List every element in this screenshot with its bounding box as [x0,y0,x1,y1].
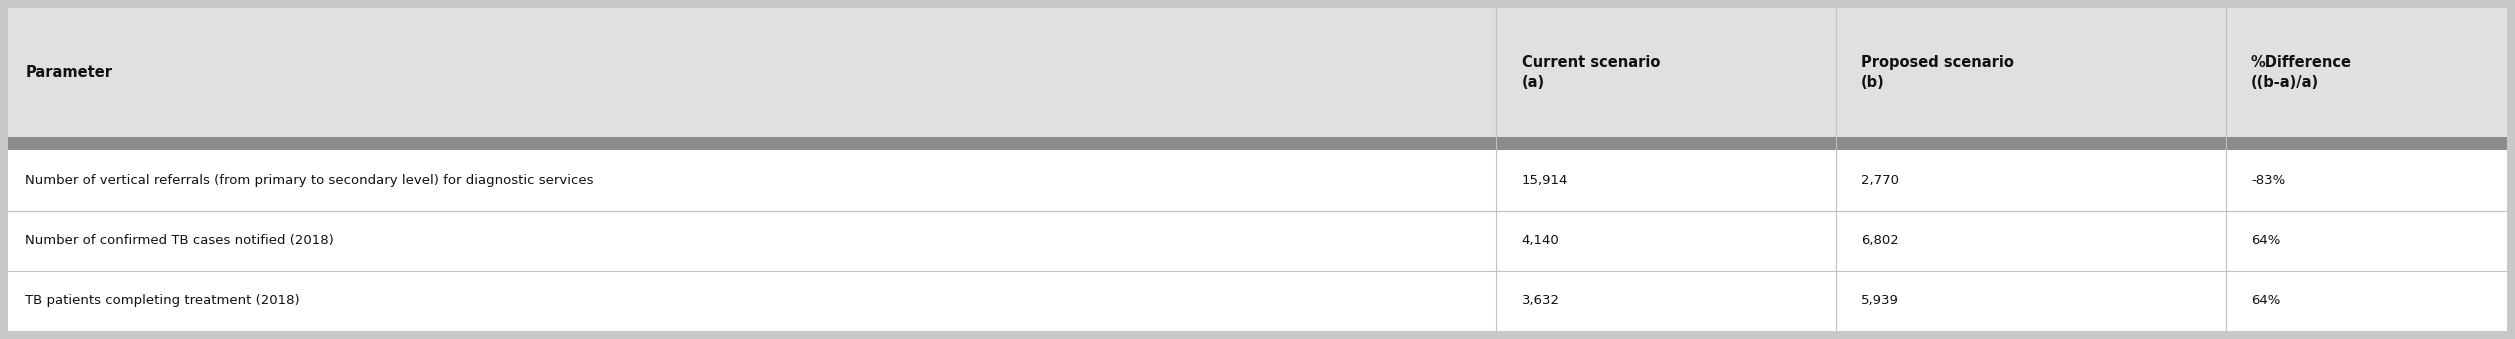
Text: 4,140: 4,140 [1522,234,1559,247]
Text: Current scenario
(a): Current scenario (a) [1522,55,1660,90]
Text: Number of vertical referrals (from primary to secondary level) for diagnostic se: Number of vertical referrals (from prima… [25,174,594,187]
Text: Proposed scenario
(b): Proposed scenario (b) [1861,55,2015,90]
Text: 3,632: 3,632 [1522,294,1559,307]
Bar [8,271,2507,331]
Text: -83%: -83% [2251,174,2286,187]
Bar [8,151,2507,211]
Text: 2,770: 2,770 [1861,174,1899,187]
Text: 15,914: 15,914 [1522,174,1567,187]
Text: Number of confirmed TB cases notified (2018): Number of confirmed TB cases notified (2… [25,234,334,247]
Bar [8,137,2507,151]
Bar [8,211,2507,271]
Text: %Difference
((b-a)/a): %Difference ((b-a)/a) [2251,55,2352,90]
Text: 6,802: 6,802 [1861,234,1899,247]
Bar [8,8,2507,137]
Text: 64%: 64% [2251,294,2281,307]
Text: 64%: 64% [2251,234,2281,247]
Text: 5,939: 5,939 [1861,294,1899,307]
Text: Parameter: Parameter [25,65,113,80]
Text: TB patients completing treatment (2018): TB patients completing treatment (2018) [25,294,299,307]
